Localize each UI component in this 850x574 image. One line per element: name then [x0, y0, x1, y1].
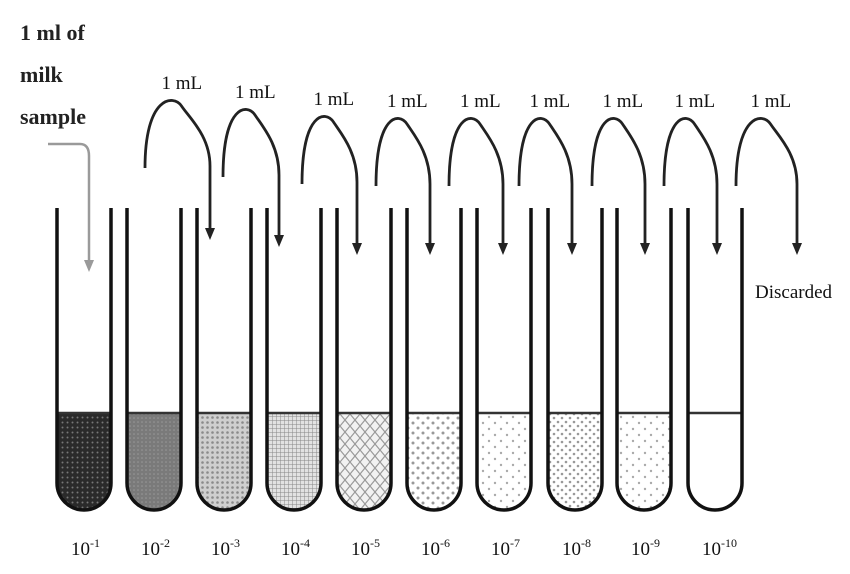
dilution-label: 10-10	[702, 536, 737, 560]
dilution-label: 10-7	[491, 536, 520, 560]
tube-outline	[125, 208, 183, 512]
tube: 10-3	[195, 208, 253, 560]
arrowhead-icon	[352, 243, 362, 255]
tube: 10-6	[405, 208, 463, 560]
transfer-volume-label: 1 mL	[387, 91, 428, 112]
transfer-arc	[662, 117, 719, 245]
tube-liquid	[617, 413, 671, 510]
transfer-volume-label: 1 mL	[314, 89, 355, 110]
tube: 10-2	[125, 208, 183, 560]
tube-liquid	[407, 413, 461, 510]
arrowhead-icon	[567, 243, 577, 255]
arrowhead-icon	[205, 228, 215, 240]
transfer-volume-label: 1 mL	[162, 73, 203, 94]
transfer-arrow: 1 mL	[590, 91, 650, 255]
transfer-arc	[734, 117, 799, 245]
transfer-arc	[374, 117, 432, 245]
tube: 10-4	[265, 208, 323, 560]
transfer-arrow: 1 mL	[374, 91, 435, 255]
tube-outline	[615, 208, 673, 512]
transfer-volume-label: 1 mL	[675, 91, 716, 112]
tube-outline	[405, 208, 463, 512]
transfer-arrows: 1 mL 1 mL 1 mL 1 mL 1 mL 1 mL 1 mL 1 mL 1 mL	[143, 73, 802, 255]
transfer-volume-label: 1 mL	[460, 91, 501, 112]
transfer-arc	[143, 99, 212, 230]
dilution-label: 10-1	[71, 536, 100, 560]
milk-sample-line: 1 ml of	[20, 20, 85, 45]
tube: 10-10	[686, 208, 744, 560]
tube-liquid	[337, 413, 391, 510]
transfer-arrow: 1 mL	[143, 73, 215, 240]
tube: 10-1	[55, 208, 113, 560]
tube-liquid	[57, 413, 111, 510]
tube-outline	[686, 208, 744, 512]
transfer-arrow: 1 mL	[221, 82, 284, 247]
arrowhead-icon	[792, 243, 802, 255]
tube-outline	[265, 208, 323, 512]
tube-outline	[475, 208, 533, 512]
transfer-arc	[590, 117, 647, 245]
transfer-volume-label: 1 mL	[235, 82, 276, 103]
dilution-label: 10-2	[141, 536, 170, 560]
tube-outline	[335, 208, 393, 512]
sample-input-arrow	[48, 142, 91, 268]
tube-liquid	[127, 413, 181, 510]
transfer-arc	[447, 117, 505, 245]
transfer-arc	[517, 117, 574, 245]
transfer-arrow: 1 mL	[517, 91, 577, 255]
tube: 10-8	[546, 208, 604, 560]
tube-liquid	[548, 413, 602, 510]
tube-liquid	[267, 413, 321, 510]
transfer-arrow: 1 mL	[300, 89, 362, 255]
transfer-arc	[300, 115, 359, 245]
tube: 10-9	[615, 208, 673, 560]
tube-outline	[195, 208, 253, 512]
arrowhead-icon	[640, 243, 650, 255]
dilution-label: 10-8	[562, 536, 591, 560]
arrowhead-icon	[498, 243, 508, 255]
tube-liquid	[197, 413, 251, 510]
dilution-label: 10-6	[421, 536, 450, 560]
transfer-arc	[221, 108, 281, 237]
transfer-arrow: 1 mL	[734, 91, 802, 255]
dilution-label: 10-3	[211, 536, 240, 560]
milk-sample-line: sample	[20, 104, 86, 129]
sample-input-arrowhead	[84, 260, 94, 272]
tube-outline	[546, 208, 604, 512]
arrowhead-icon	[425, 243, 435, 255]
dilution-label: 10-4	[281, 536, 310, 560]
tubes: 10-1 10-2 10-3 10-4 10-5 10-6 10-7 10-8 10-9 10-1…	[55, 208, 744, 560]
tube-outline	[55, 208, 113, 512]
milk-sample-label: 1 ml of milk sample	[20, 20, 86, 129]
dilution-label: 10-9	[631, 536, 660, 560]
discarded-label: Discarded	[755, 282, 833, 303]
transfer-arrow: 1 mL	[447, 91, 508, 255]
tube-liquid	[477, 413, 531, 510]
tube: 10-5	[335, 208, 393, 560]
milk-sample-line: milk	[20, 62, 64, 87]
arrowhead-icon	[274, 235, 284, 247]
transfer-volume-label: 1 mL	[751, 91, 792, 112]
tube: 10-7	[475, 208, 533, 560]
transfer-arrow: 1 mL	[662, 91, 722, 255]
arrowhead-icon	[712, 243, 722, 255]
dilution-label: 10-5	[351, 536, 380, 560]
transfer-volume-label: 1 mL	[530, 91, 571, 112]
transfer-volume-label: 1 mL	[603, 91, 644, 112]
